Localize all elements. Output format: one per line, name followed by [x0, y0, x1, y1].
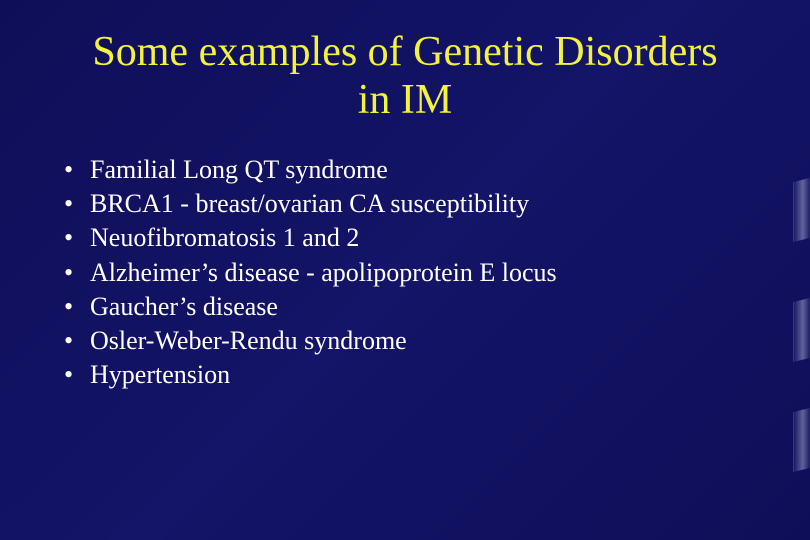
list-item: BRCA1 - breast/ovarian CA susceptibility — [64, 187, 760, 221]
list-item: Hypertension — [64, 358, 760, 392]
decorative-accent — [793, 298, 810, 362]
slide-title: Some examples of Genetic Disorders in IM — [50, 28, 760, 125]
bullet-list: Familial Long QT syndrome BRCA1 - breast… — [64, 153, 760, 393]
bullet-text: Alzheimer’s disease - apolipoprotein E l… — [90, 258, 557, 287]
slide-title-line2: in IM — [358, 77, 453, 123]
decorative-accent — [793, 408, 810, 472]
bullet-text: Osler-Weber-Rendu syndrome — [90, 326, 407, 355]
list-item: Alzheimer’s disease - apolipoprotein E l… — [64, 256, 760, 290]
list-item: Familial Long QT syndrome — [64, 153, 760, 187]
list-item: Osler-Weber-Rendu syndrome — [64, 324, 760, 358]
bullet-text: Neuofibromatosis 1 and 2 — [90, 223, 359, 252]
bullet-text: Familial Long QT syndrome — [90, 155, 388, 184]
list-item: Gaucher’s disease — [64, 290, 760, 324]
decorative-accent — [793, 178, 810, 242]
slide: Some examples of Genetic Disorders in IM… — [0, 0, 810, 540]
list-item: Neuofibromatosis 1 and 2 — [64, 221, 760, 255]
bullet-text: BRCA1 - breast/ovarian CA susceptibility — [90, 189, 529, 218]
slide-title-line1: Some examples of Genetic Disorders — [92, 29, 717, 75]
bullet-text: Gaucher’s disease — [90, 292, 278, 321]
bullet-text: Hypertension — [90, 360, 230, 389]
